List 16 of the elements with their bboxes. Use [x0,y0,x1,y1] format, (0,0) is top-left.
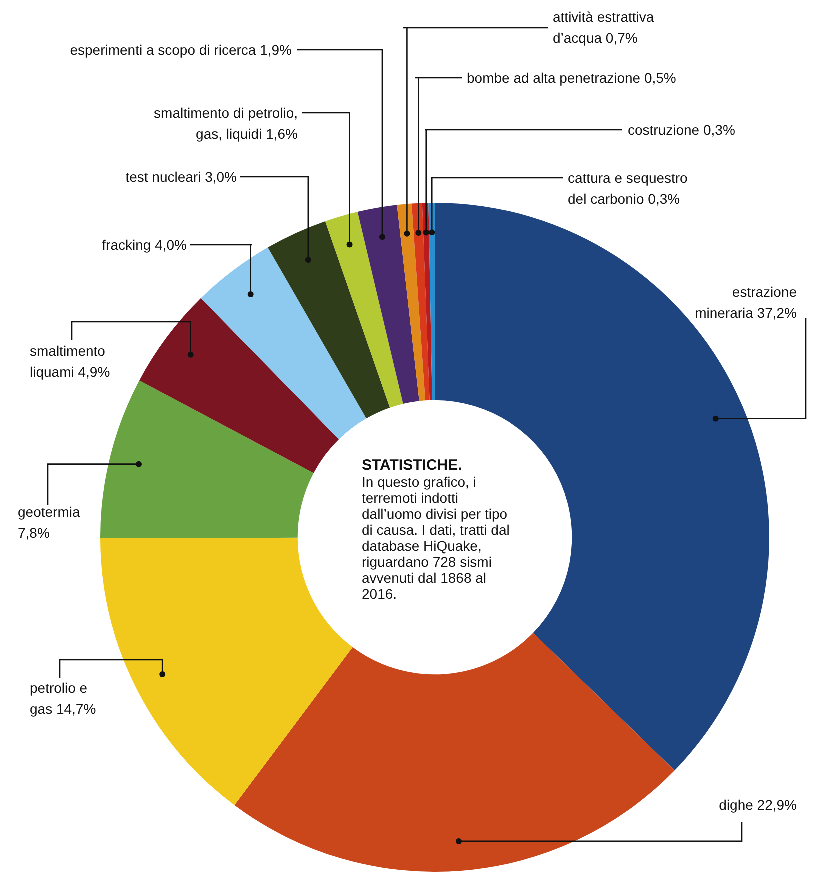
text: In questo grafico, i terremoti indotti dall’uomo divisi per tipo di causa. I dati, tratti dal database HiQuake, riguardano 728 sismi avvenuti dal 1868 al 2016. [362,474,511,602]
slice-label: fracking 4,0% [102,237,187,253]
slice-label: cattura e sequestro del carbonio 0,3% [568,170,688,207]
slice-label: dighe 22,9% [719,797,797,813]
slice-label: attività estrattiva d’acqua 0,7% [553,9,654,46]
slice-label: bombe ad alta penetrazione 0,5% [467,70,676,86]
text: STATISTICHE. [362,457,464,474]
slice-label: costruzione 0,3% [628,122,736,138]
slice-label: geotermia [18,504,80,520]
slice-label: smaltimento di petrolio, gas, liquidi 1,6% [154,105,298,142]
slice-label: smaltimento liquami 4,9% [30,343,110,380]
slice-label: estrazione mineraria 37,2% [695,284,798,321]
slice-label: petrolio e gas 14,7% [30,680,96,717]
data-label: 7,8% [18,525,50,541]
slice-label: esperimenti a scopo di ricerca 1,9% [70,42,292,58]
slice-label: test nucleari 3,0% [126,169,237,185]
